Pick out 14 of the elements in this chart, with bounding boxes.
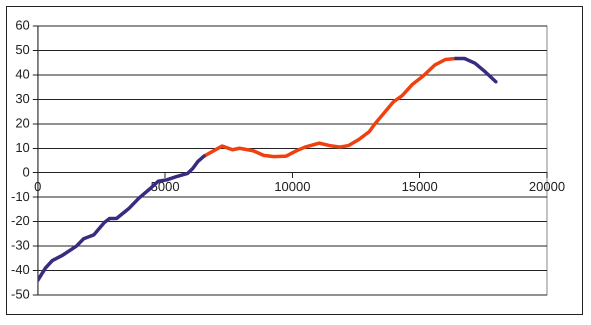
y-tick-label: 60: [15, 18, 30, 33]
x-tick-label: 15000: [402, 179, 438, 194]
y-tick-label: 30: [15, 90, 30, 106]
y-tick-label: 40: [15, 66, 30, 82]
y-tick-label: -50: [10, 286, 30, 302]
y-tick-label: -30: [10, 238, 30, 253]
y-tick-label: 0: [22, 164, 30, 180]
y-tick-label: -40: [10, 262, 30, 278]
y-tick-label: 10: [15, 140, 30, 155]
x-tick-label: 10000: [274, 179, 310, 194]
y-tick-label: -10: [10, 188, 30, 204]
y-tick-label: -20: [10, 213, 30, 228]
y-tick-label: 50: [15, 42, 30, 58]
y-tick-label: 20: [15, 115, 30, 130]
